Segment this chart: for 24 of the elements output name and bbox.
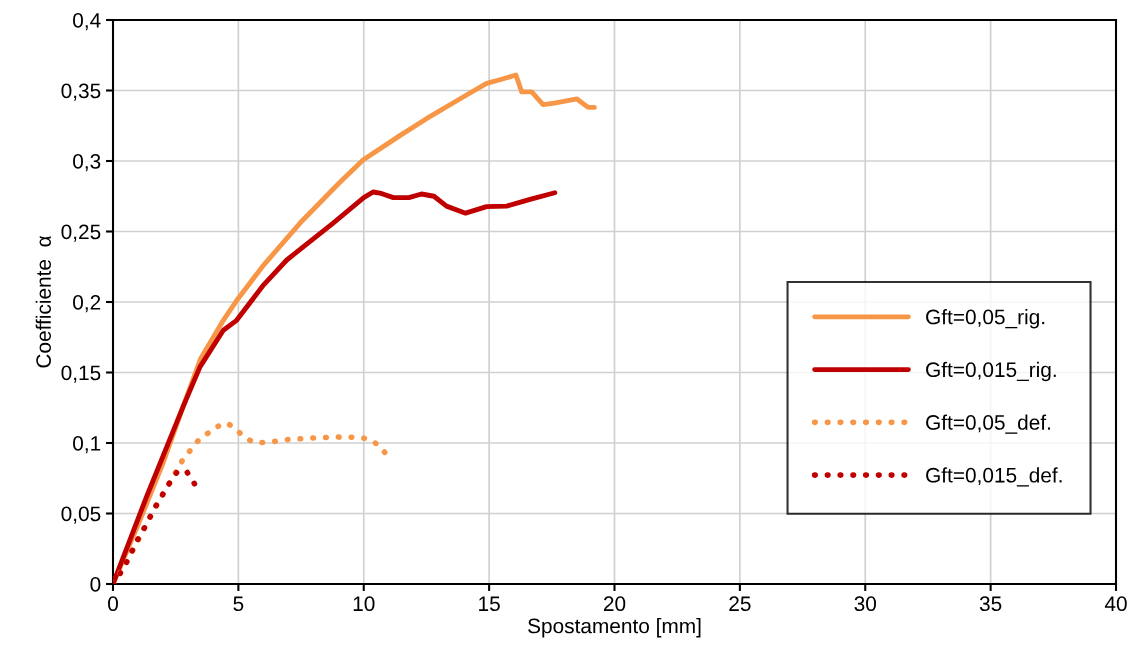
x-tick-label: 35 [979, 596, 1002, 612]
legend-label: Gft=0,05_def. [926, 414, 1050, 434]
y-tick-label: 0,2 [73, 295, 101, 313]
x-tick-label: 5 [233, 596, 244, 612]
x-tick-label: 20 [603, 596, 626, 612]
y-tick-label: 0,4 [73, 13, 101, 31]
y-axis-title: Coefficiente α [35, 235, 51, 368]
legend-label: Gft=0,05_rig. [926, 309, 1045, 329]
legend-label: Gft=0,015_def. [926, 467, 1062, 487]
legend-label: Gft=0,015_rig. [926, 361, 1056, 382]
x-tick-label: 25 [729, 596, 751, 612]
x-tick-label: 40 [1104, 596, 1127, 612]
x-tick-label: 15 [479, 596, 500, 612]
y-tick-label: 0,1 [73, 436, 101, 454]
y-tick-label: 0,15 [61, 365, 101, 383]
x-tick-label: 10 [353, 596, 375, 612]
x-axis-title: Spostamento [mm] [528, 618, 701, 638]
x-tick-label: 30 [854, 596, 877, 612]
y-tick-label: 0,25 [61, 224, 101, 242]
y-tick-label: 0 [90, 577, 101, 592]
y-tick-label: 0,3 [73, 154, 101, 172]
y-tick-label: 0,05 [61, 506, 101, 524]
x-tick-label: 0 [108, 596, 118, 612]
y-tick-label: 0,35 [61, 83, 101, 101]
